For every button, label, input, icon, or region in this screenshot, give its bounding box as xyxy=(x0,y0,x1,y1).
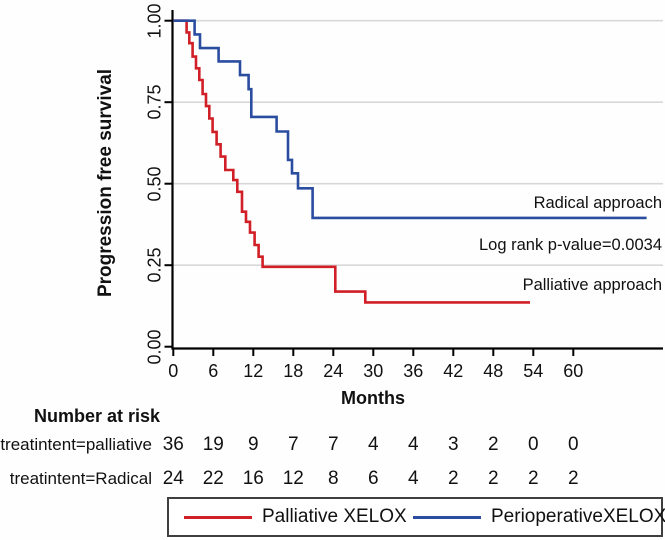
palliative-approach-annotation: Palliative approach xyxy=(522,276,662,294)
legend-label-radical: PerioperativeXELOX xyxy=(491,506,665,527)
radical-line-swatch xyxy=(413,516,481,519)
x-axis-title: Months xyxy=(341,388,405,408)
palliative-line-swatch xyxy=(184,516,252,519)
legend-label-palliative: Palliative XELOX xyxy=(262,506,407,527)
radical-approach-annotation: Radical approach xyxy=(533,194,662,212)
risk-row-label-radical: treatintent=Radical xyxy=(9,469,152,488)
y-axis-title: Progression free survival xyxy=(95,68,116,298)
radical-survival-curve xyxy=(173,19,647,220)
risk-row-label-palliative: treatintent=palliative xyxy=(0,435,152,454)
log-rank-pvalue-annotation: Log rank p-value=0.0034 xyxy=(478,236,662,254)
palliative-survival-curve xyxy=(173,19,530,304)
legend: Palliative XELOX PerioperativeXELOX xyxy=(167,497,665,537)
number-at-risk-title: Number at risk xyxy=(34,406,161,426)
